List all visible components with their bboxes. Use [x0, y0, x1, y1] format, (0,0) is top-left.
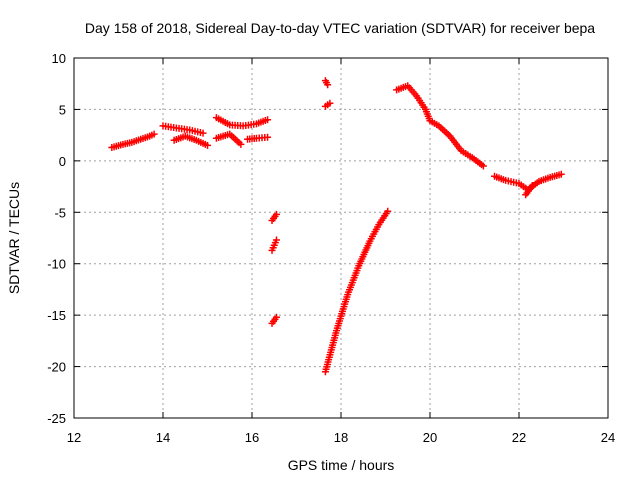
data-point [326, 99, 334, 107]
data-point [384, 207, 392, 215]
x-axis-label: GPS time / hours [288, 457, 395, 473]
data-point [272, 313, 280, 321]
x-tick-label: 12 [67, 430, 81, 445]
chart-title: Day 158 of 2018, Sidereal Day-to-day VTE… [85, 20, 595, 36]
x-tick-label: 22 [512, 430, 526, 445]
y-tick-label: -20 [47, 360, 66, 375]
x-tick-label: 16 [245, 430, 259, 445]
data-point [264, 116, 272, 124]
x-tick-label: 24 [601, 430, 615, 445]
y-tick-label: -5 [54, 205, 66, 220]
data-point [199, 129, 207, 137]
axis-ticks: 12 14 16 18 20 22 24 10 5 0 -5 -10 -15 -20 -25 [47, 51, 615, 445]
data-point [272, 210, 280, 218]
y-tick-label: -25 [47, 411, 66, 426]
data-point [324, 81, 332, 89]
x-tick-label: 20 [423, 430, 437, 445]
data-point [272, 236, 280, 244]
data-points [108, 77, 565, 376]
y-tick-label: -15 [47, 308, 66, 323]
y-axis-label: SDTVAR / TECUs [6, 182, 22, 294]
data-point [150, 130, 158, 138]
y-tick-label: 10 [52, 51, 66, 66]
grid-lines [74, 58, 608, 418]
y-tick-label: -10 [47, 257, 66, 272]
data-point [479, 162, 487, 170]
y-tick-label: 0 [59, 154, 66, 169]
data-point [557, 170, 565, 178]
data-point [528, 182, 536, 190]
x-tick-label: 14 [156, 430, 170, 445]
data-point [204, 141, 211, 149]
data-point [264, 133, 272, 141]
data-point [237, 140, 245, 148]
x-tick-label: 18 [334, 430, 348, 445]
y-tick-label: 5 [59, 102, 66, 117]
